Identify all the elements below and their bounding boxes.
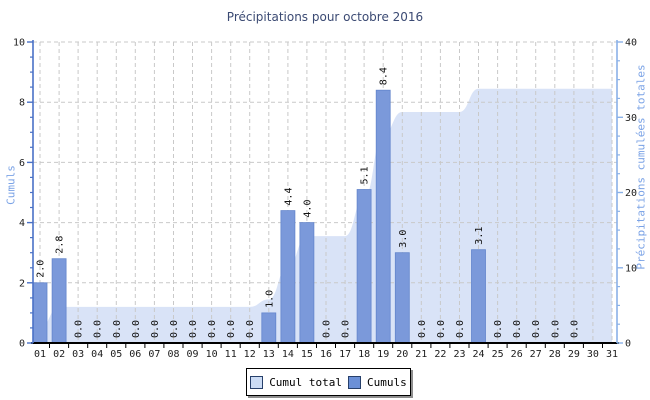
bar-value-label-day-04: 0.0 [93,320,104,338]
x-tick-label-03: 03 [72,349,84,360]
x-tick-label-02: 02 [53,349,65,360]
bar-value-label-day-13: 1.0 [264,290,275,308]
bar-day-13 [261,312,277,344]
x-tick-label-18: 18 [358,349,370,360]
bar-value-label-day-29: 0.0 [569,320,580,338]
bar-value-label-day-15: 4.0 [302,200,313,218]
x-tick-label-22: 22 [434,349,446,360]
bar-value-label-day-22: 0.0 [436,320,447,338]
x-tick-label-13: 13 [263,349,275,360]
bar-value-label-day-01: 2.0 [36,260,47,278]
x-tick-label-10: 10 [206,349,218,360]
bar-value-label-day-03: 0.0 [74,320,85,338]
x-tick-label-23: 23 [453,349,465,360]
right-tick-label-0: 0 [625,339,631,350]
bar-value-label-day-18: 5.1 [360,166,371,184]
bar-value-label-day-10: 0.0 [207,320,218,338]
bar-day-24 [471,249,486,344]
bar-value-label-day-19: 8.4 [379,67,390,85]
right-tick-label-30: 30 [625,113,637,124]
right-tick-label-40: 40 [625,38,637,49]
bar-day-15 [299,222,315,344]
x-axis: 01 02 03 04 05 06 07 08 09 10 11 12 13 14 15 16 17 18 19 20… [31,342,619,360]
right-tick-label-20: 20 [625,188,637,199]
legend-swatch-cumuls [348,375,362,389]
legend-label-cumuls: Cumuls [367,375,407,389]
bar-value-label-day-08: 0.0 [169,320,180,338]
x-tick-label-04: 04 [91,349,103,360]
bar-value-label-day-25: 0.0 [493,320,504,338]
bar-value-label-day-27: 0.0 [531,320,542,338]
bar-day-20 [394,252,410,344]
x-tick-label-27: 27 [530,349,542,360]
x-tick-label-06: 06 [129,349,141,360]
x-tick-label-25: 25 [492,349,504,360]
legend: Cumul total Cumuls [246,368,411,396]
left-tick-label-4: 4 [19,218,25,229]
bar-day-18 [356,189,372,344]
legend-label-cumul-total: Cumul total [269,375,343,389]
bar-value-label-day-05: 0.0 [112,320,123,338]
x-tick-label-30: 30 [587,349,599,360]
left-tick-label-2: 2 [19,278,25,289]
x-tick-label-29: 29 [568,349,580,360]
chart-title: Précipitations pour octobre 2016 [226,10,424,24]
x-tick-label-20: 20 [396,349,408,360]
left-tick-label-0: 0 [19,339,25,350]
bar-day-14 [280,210,296,344]
bar-value-label-day-09: 0.0 [188,320,199,338]
x-tick-label-12: 12 [244,349,256,360]
x-tick-label-28: 28 [549,349,561,360]
bar-value-label-day-06: 0.0 [131,320,142,338]
right-tick-label-10: 10 [625,263,637,274]
left-axis: 0 2 4 6 8 10 [13,38,34,350]
x-tick-label-05: 05 [110,349,122,360]
x-tick-label-08: 08 [167,349,179,360]
cumulative-area-series [33,88,612,343]
x-tick-label-21: 21 [415,349,427,360]
bar-value-label-day-20: 3.0 [398,230,409,248]
x-tick-label-17: 17 [339,349,351,360]
bar-value-labels: 2.0 2.8 0.0 0.0 0.0 0.0 0.0 0.0 0.0 0.0 0.0 0.0 1.0 4… [36,67,581,338]
bar-value-label-day-16: 0.0 [322,320,333,338]
bar-value-label-day-11: 0.0 [226,320,237,338]
x-tick-label-24: 24 [472,349,484,360]
bar-value-label-day-07: 0.0 [150,320,161,338]
bar-value-label-day-21: 0.0 [417,320,428,338]
bar-value-label-day-12: 0.0 [245,320,256,338]
bar-value-label-day-14: 4.4 [283,188,294,206]
bar-day-02 [51,258,67,344]
legend-swatch-cumul-total [250,375,264,389]
bar-value-label-day-28: 0.0 [550,320,561,338]
gridlines [33,41,617,343]
x-tick-label-01: 01 [34,349,46,360]
x-tick-label-19: 19 [377,349,389,360]
bar-value-label-day-23: 0.0 [455,320,466,338]
bar-day-01 [32,282,48,344]
x-tick-label-15: 15 [301,349,313,360]
x-tick-label-31: 31 [606,349,618,360]
x-tick-label-07: 07 [148,349,160,360]
bar-day-19 [375,89,391,344]
bar-value-label-day-24: 3.1 [474,227,485,245]
x-tick-label-26: 26 [511,349,523,360]
x-tick-label-11: 11 [225,349,237,360]
left-tick-label-6: 6 [19,158,25,169]
bar-value-label-day-02: 2.8 [55,236,66,254]
right-axis: 0 10 20 30 40 [616,38,637,350]
left-tick-label-8: 8 [19,98,25,109]
bar-value-label-day-26: 0.0 [512,320,523,338]
x-tick-label-09: 09 [186,349,198,360]
left-tick-label-10: 10 [13,38,25,49]
x-tick-label-16: 16 [320,349,332,360]
bar-value-label-day-17: 0.0 [341,320,352,338]
x-tick-label-14: 14 [282,349,294,360]
